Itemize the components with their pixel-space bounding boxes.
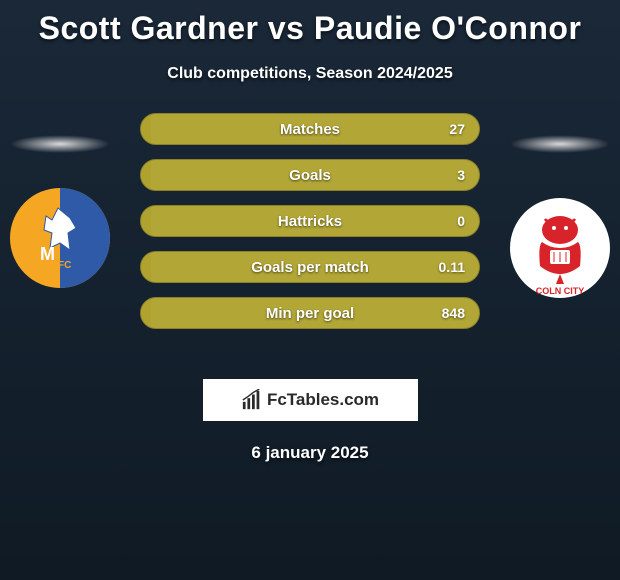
stat-value-right: 27 [449, 121, 465, 137]
stat-label: Goals per match [251, 259, 369, 276]
player-shadow-right [510, 135, 610, 153]
stat-label: Min per goal [266, 305, 354, 322]
page-title: Scott Gardner vs Paudie O'Connor [0, 0, 620, 47]
svg-text:M: M [40, 244, 55, 264]
brand-text: FcTables.com [267, 390, 379, 410]
stat-label: Goals [289, 167, 331, 184]
stat-value-right: 0.11 [439, 259, 465, 275]
right-player-column: COLN CITY [500, 113, 620, 298]
stat-fill-left [141, 114, 151, 144]
subtitle: Club competitions, Season 2024/2025 [0, 65, 620, 83]
stat-value-right: 3 [457, 167, 465, 183]
brand-box[interactable]: FcTables.com [203, 379, 418, 421]
svg-text:FC: FC [58, 260, 71, 271]
stat-value-right: 0 [457, 213, 465, 229]
stat-row: Min per goal 848 [140, 297, 480, 329]
stat-bars: Matches 27 Goals 3 Hattricks 0 Goals per match… [140, 113, 480, 329]
stat-fill-left [141, 252, 151, 282]
svg-text:COLN CITY: COLN CITY [536, 286, 585, 296]
stat-fill-left [141, 206, 151, 236]
comparison-content: M FC COLN CITY Matches [0, 113, 620, 353]
left-player-column: M FC [0, 113, 120, 288]
stat-row: Hattricks 0 [140, 205, 480, 237]
stat-label: Hattricks [278, 213, 342, 230]
stat-row: Matches 27 [140, 113, 480, 145]
stat-row: Goals 3 [140, 159, 480, 191]
stat-label: Matches [280, 121, 340, 138]
stat-value-right: 848 [442, 305, 465, 321]
right-club-logo: COLN CITY [510, 198, 610, 298]
date-text: 6 january 2025 [0, 443, 620, 463]
chart-icon [241, 389, 263, 411]
left-club-logo: M FC [10, 188, 110, 288]
stat-fill-left [141, 160, 151, 190]
stat-fill-left [141, 298, 151, 328]
stat-row: Goals per match 0.11 [140, 251, 480, 283]
mansfield-logo-icon: M FC [10, 188, 110, 288]
player-shadow-left [10, 135, 110, 153]
lincoln-logo-icon: COLN CITY [510, 198, 610, 298]
